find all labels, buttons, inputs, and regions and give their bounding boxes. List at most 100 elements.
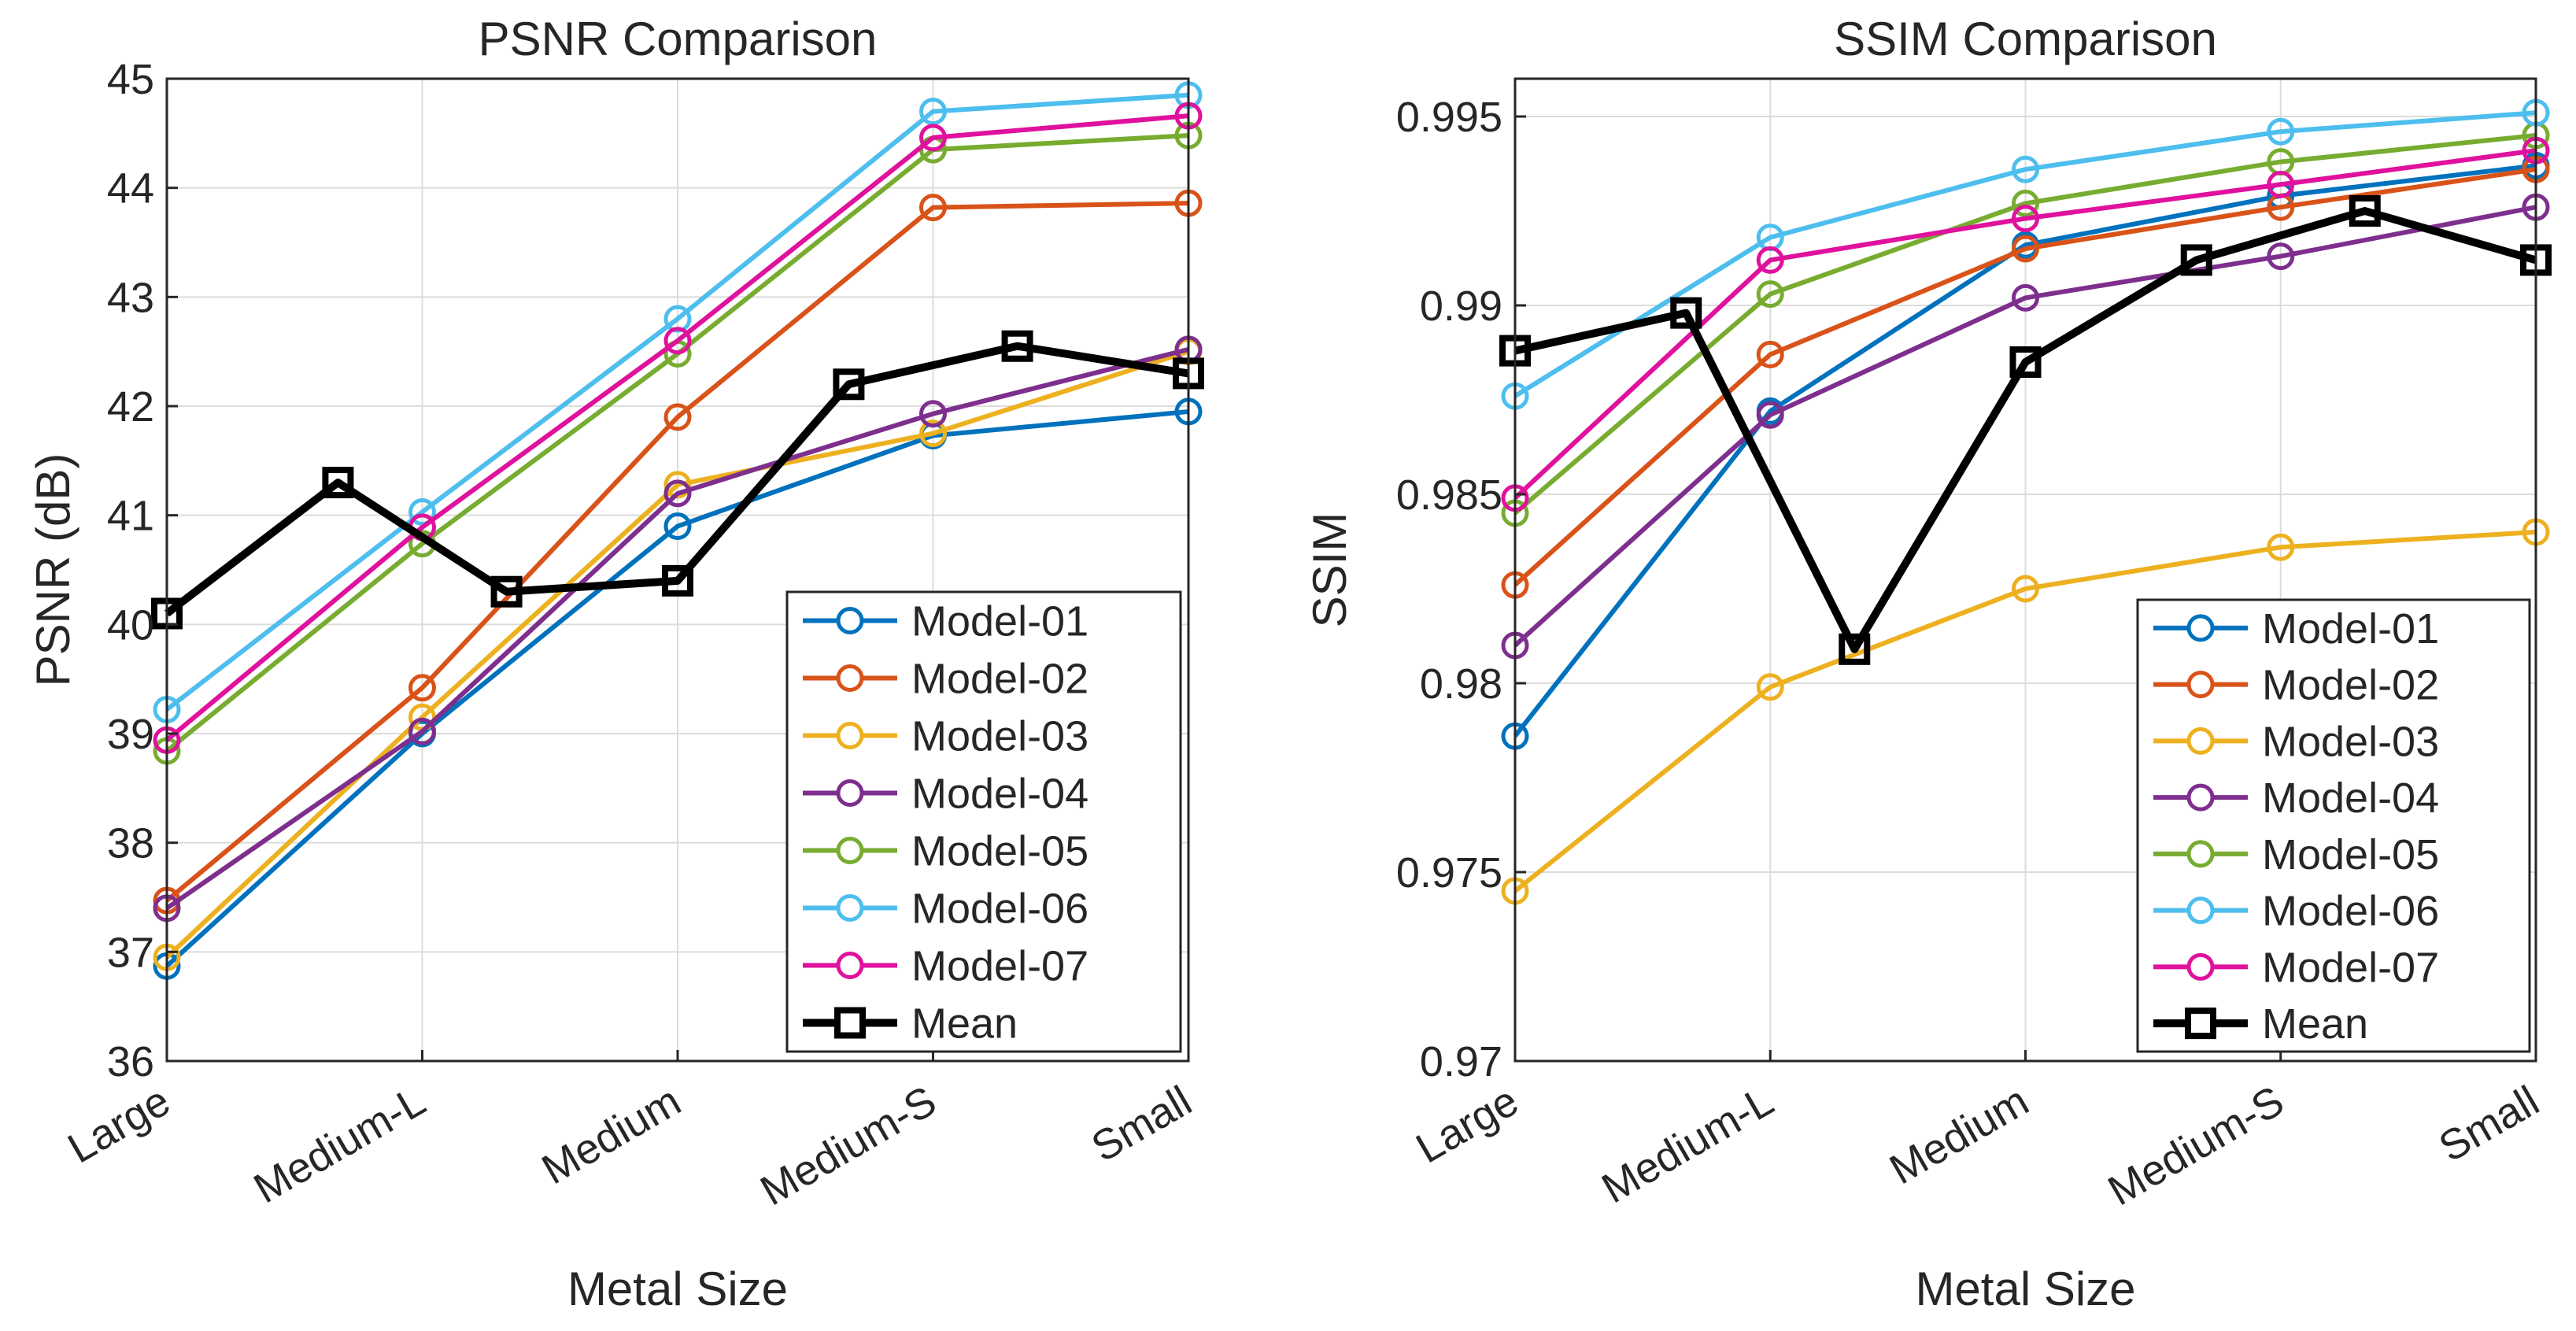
psnr-y-tick-label: 37 — [107, 929, 154, 976]
psnr-line-model-06 — [165, 92, 1189, 712]
psnr-legend-entry-model-04: Model-04 — [803, 771, 1088, 818]
ssim-point-model-05 — [2012, 189, 2039, 217]
ssim-point-model-04 — [2267, 242, 2295, 271]
ssim-point-model-03 — [1756, 673, 1784, 701]
ssim-y-tick-label: 0.975 — [1396, 849, 1502, 897]
psnr-legend-entry-model-01: Model-01 — [803, 598, 1088, 645]
psnr-line-model-04 — [165, 346, 1189, 911]
psnr-legend-swatch-marker — [836, 837, 864, 864]
psnr-point-model-07 — [663, 327, 692, 355]
ssim-legend: Model-01 Model-02 Model-03 Model-04 Model-05… — [2136, 598, 2531, 1053]
ssim-point-mean — [1670, 297, 1702, 329]
psnr-legend-swatch-marker — [836, 894, 864, 922]
ssim-legend-entry-model-01: Model-01 — [2153, 605, 2439, 653]
psnr-line-model-07 — [165, 113, 1189, 742]
psnr-line-model-01 — [164, 409, 1189, 968]
ssim-line-mean — [1513, 207, 2537, 653]
ssim-legend-entry-model-04: Model-04 — [2153, 775, 2439, 822]
psnr-legend-swatch-marker — [834, 1007, 866, 1039]
ssim-legend-label: Model-07 — [2262, 944, 2439, 991]
ssim-legend-swatch-marker — [2186, 671, 2215, 699]
psnr-y-tick-label: 42 — [107, 383, 154, 431]
psnr-point-mean — [490, 575, 523, 608]
ssim-legend-label: Model-01 — [2262, 605, 2439, 653]
psnr-y-tick-label: 36 — [107, 1038, 154, 1085]
ssim-point-model-03 — [2012, 575, 2039, 603]
psnr-legend-label: Model-03 — [911, 713, 1088, 760]
ssim-legend-entry-model-05: Model-05 — [2153, 831, 2439, 878]
psnr-series-model-04 — [153, 335, 1203, 922]
ssim-legend-swatch-marker — [2185, 1007, 2216, 1040]
psnr-line-model-02 — [165, 201, 1189, 903]
psnr-point-mean — [322, 467, 354, 499]
psnr-point-model-02 — [919, 194, 947, 222]
ssim-point-mean — [2349, 195, 2381, 227]
psnr-series — [151, 81, 1204, 980]
ssim-y-tick-label: 0.99 — [1420, 283, 1502, 330]
ssim-y-tick-label: 0.97 — [1420, 1038, 1502, 1085]
ssim-point-model-02 — [2012, 235, 2039, 263]
psnr-y-axis-label: PSNR (dB) — [27, 453, 79, 687]
ssim-legend-swatch-marker — [2186, 614, 2215, 642]
psnr-point-model-07 — [919, 124, 947, 152]
psnr-point-mean — [1001, 330, 1033, 362]
ssim-point-model-02 — [1756, 340, 1784, 368]
psnr-legend-entry-mean: Mean — [803, 1000, 1018, 1048]
psnr-line-model-03 — [164, 349, 1189, 959]
psnr-y-tick-label: 41 — [107, 493, 154, 540]
ssim-point-mean — [2180, 244, 2212, 276]
psnr-legend-swatch-marker — [836, 779, 864, 807]
ssim-line-model-06 — [1513, 110, 2537, 398]
psnr-point-model-02 — [663, 403, 692, 431]
ssim-point-model-03 — [2267, 533, 2295, 561]
psnr-legend-entry-model-03: Model-03 — [803, 713, 1088, 760]
psnr-legend-entry-model-02: Model-02 — [803, 656, 1088, 703]
ssim-line-model-05 — [1513, 133, 2537, 516]
ssim-legend-entry-mean: Mean — [2153, 1000, 2368, 1048]
ssim-legend-label: Model-04 — [2262, 775, 2439, 822]
ssim-y-tick-label: 0.98 — [1420, 660, 1502, 708]
psnr-point-model-04 — [919, 400, 947, 428]
ssim-legend-label: Mean — [2262, 1000, 2368, 1048]
psnr-legend-swatch-marker — [836, 607, 864, 634]
psnr-point-model-06 — [408, 498, 436, 527]
ssim-series-model-05 — [1501, 121, 2550, 527]
ssim-legend-entry-model-02: Model-02 — [2153, 662, 2439, 709]
ssim-y-tick-label: 0.995 — [1396, 94, 1502, 141]
psnr-y-tick-label: 44 — [107, 165, 154, 213]
ssim-legend-swatch-marker — [2186, 727, 2215, 755]
psnr-point-mean — [833, 368, 865, 401]
psnr-legend-label: Model-02 — [911, 656, 1088, 703]
psnr-legend-entry-model-06: Model-06 — [803, 885, 1088, 933]
ssim-point-model-04 — [2012, 283, 2039, 312]
ssim-legend-label: Model-02 — [2262, 662, 2439, 709]
psnr-point-model-04 — [663, 479, 692, 508]
ssim-line-model-04 — [1513, 205, 2537, 648]
ssim-point-mean — [2009, 346, 2042, 378]
ssim-legend-label: Model-05 — [2262, 831, 2439, 878]
psnr-legend-swatch-marker — [836, 722, 864, 749]
psnr-point-model-02 — [408, 674, 436, 702]
ssim-point-model-06 — [2267, 117, 2295, 146]
psnr-title: PSNR Comparison — [479, 13, 878, 65]
psnr-x-axis-label: Metal Size — [567, 1263, 788, 1315]
ssim-line-model-07 — [1513, 148, 2537, 500]
psnr-y-tick-label: 45 — [107, 56, 154, 103]
psnr-y-tick-label: 43 — [107, 274, 154, 321]
psnr-legend-swatch-marker — [836, 664, 864, 692]
ssim-line-model-03 — [1513, 530, 2537, 893]
psnr-point-model-03 — [919, 420, 947, 448]
ssim-legend-entry-model-07: Model-07 — [2153, 944, 2439, 991]
psnr-legend-label: Model-07 — [911, 943, 1088, 990]
psnr-legend-label: Model-01 — [911, 598, 1088, 645]
ssim-y-axis-label: SSIM — [1303, 512, 1356, 628]
ssim-legend-swatch-marker — [2186, 897, 2215, 925]
ssim-point-model-07 — [1756, 246, 1784, 274]
psnr-legend-label: Mean — [911, 1000, 1018, 1048]
ssim-legend-swatch-marker — [2186, 783, 2215, 812]
ssim-title: SSIM Comparison — [1834, 13, 2217, 65]
psnr-y-tick-label: 39 — [107, 711, 154, 758]
psnr-legend-label: Model-04 — [911, 771, 1088, 818]
